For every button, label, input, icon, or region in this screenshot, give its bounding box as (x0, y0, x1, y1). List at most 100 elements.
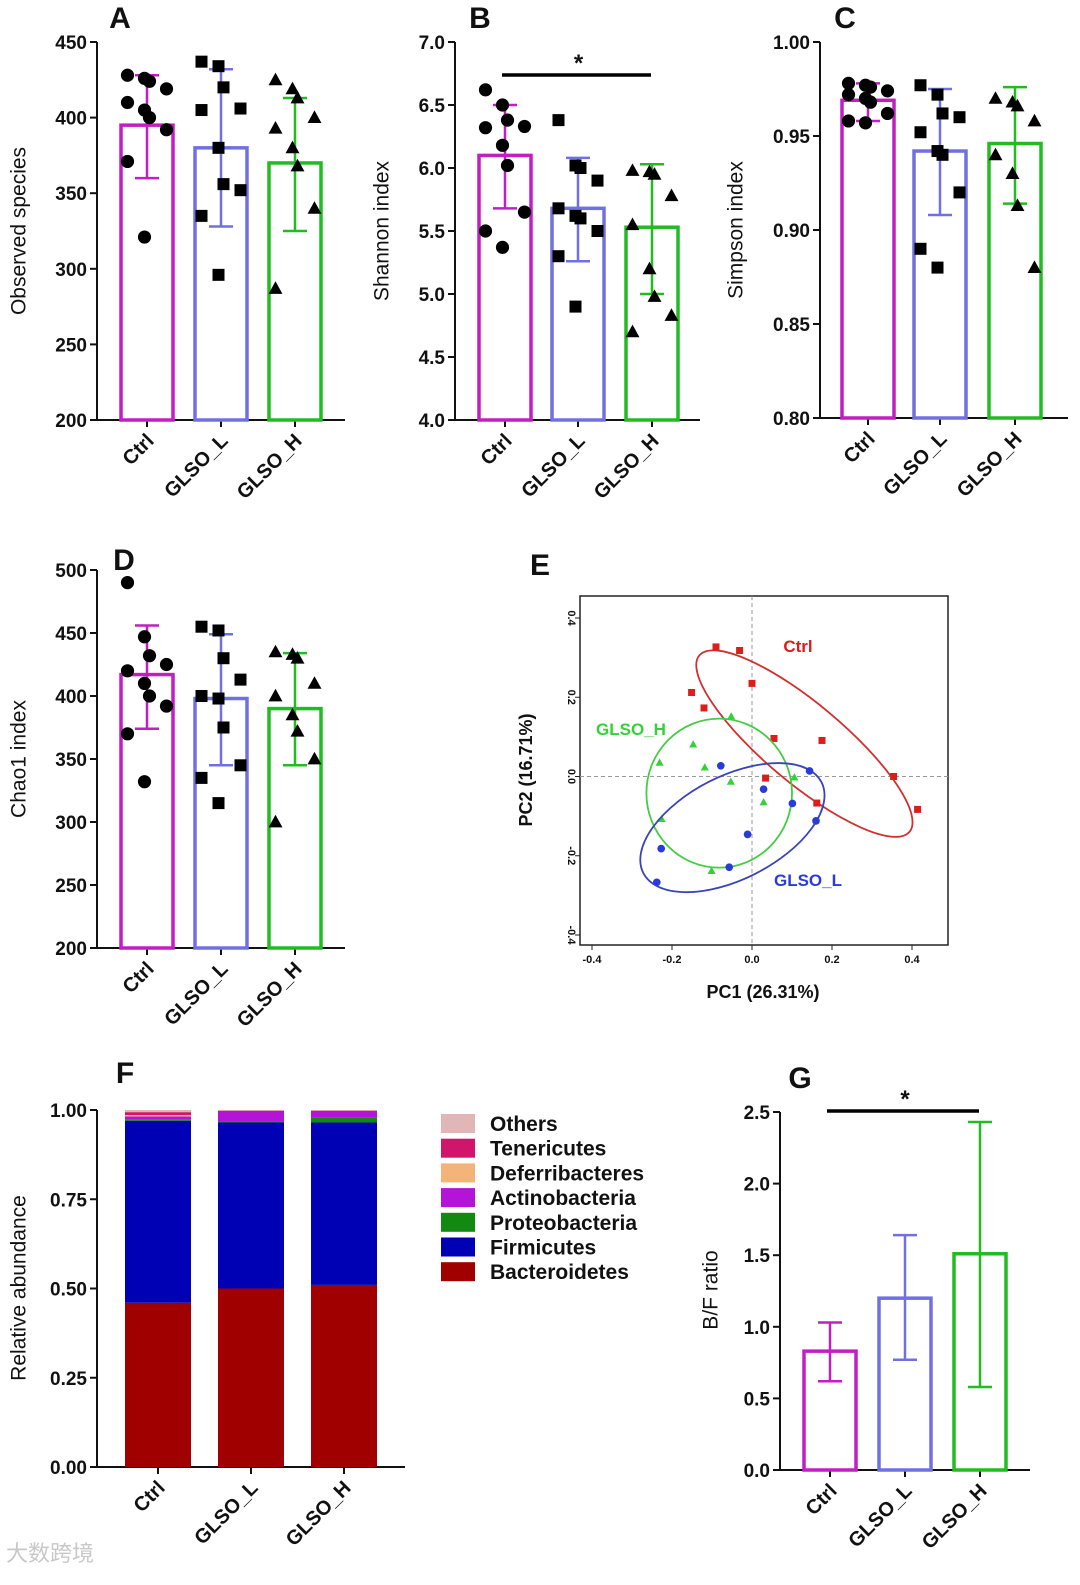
data-point (268, 281, 283, 294)
x-tick-label: GLSO_L (879, 428, 951, 500)
y-tick-label: 250 (55, 335, 87, 356)
data-point (664, 188, 679, 202)
legend-label: Bacteroidetes (490, 1261, 629, 1284)
data-point (931, 88, 944, 101)
data-point (655, 758, 664, 766)
data-point (1010, 198, 1025, 211)
data-point (841, 88, 856, 102)
y-tick-label: 0.95 (773, 127, 810, 148)
y-tick-label: 0.0 (744, 1461, 770, 1482)
data-point (268, 688, 283, 702)
y-axis-label: B/F ratio (700, 1250, 723, 1329)
data-point (517, 119, 532, 134)
data-point (212, 60, 225, 73)
stack-segment-firmicutes (218, 1122, 284, 1289)
data-point (688, 688, 696, 696)
data-point (120, 68, 135, 82)
data-point (159, 657, 174, 672)
data-point (142, 74, 157, 88)
x-tick-label: GLSO_L (844, 1480, 916, 1552)
data-point (500, 158, 515, 173)
y-tick-label: 200 (55, 939, 87, 960)
data-point (748, 679, 756, 687)
data-point (307, 110, 322, 123)
y-tick-label: 500 (55, 561, 87, 582)
data-point (936, 107, 949, 120)
y-tick-label: 0.75 (50, 1190, 87, 1211)
x-tick-label: GLSO_L (517, 430, 589, 502)
data-point (725, 863, 734, 872)
y-tick-label: 5.5 (419, 222, 446, 243)
data-point (712, 643, 720, 651)
data-point (285, 707, 300, 721)
stack-segment-proteobacteria (125, 1119, 191, 1121)
data-point (290, 158, 305, 172)
data-point (664, 308, 679, 321)
data-point (495, 138, 510, 152)
data-point (268, 644, 283, 658)
data-point (988, 147, 1003, 161)
data-point (212, 141, 225, 154)
y-tick-label: 350 (55, 750, 87, 771)
y-tick-label: 0.5 (744, 1389, 771, 1410)
data-point (478, 224, 493, 238)
data-point (552, 250, 565, 263)
data-point (689, 740, 698, 748)
y-axis-label: Relative abundance (8, 1195, 31, 1381)
data-point (212, 268, 225, 281)
data-point (591, 174, 604, 187)
y-tick-label: -0.2 (565, 846, 577, 865)
data-point (890, 773, 898, 780)
data-point (307, 201, 322, 214)
data-point (863, 95, 878, 109)
data-point (517, 205, 532, 219)
data-point (137, 676, 152, 691)
data-point (120, 95, 135, 110)
x-axis-label: PC1 (26.31%) (706, 982, 819, 1002)
data-point (142, 649, 157, 663)
stack-segment-tenericutes (125, 1112, 191, 1115)
x-tick-label: GLSO_H (918, 1480, 992, 1554)
data-point (195, 104, 208, 117)
panel-letter: E (530, 549, 550, 582)
data-point (726, 777, 735, 785)
data-point (268, 120, 283, 134)
x-tick-label: 0.4 (904, 954, 920, 966)
data-point (931, 261, 944, 274)
data-point (195, 55, 208, 68)
data-point (736, 646, 744, 654)
data-point (195, 209, 208, 222)
data-point (953, 186, 966, 199)
y-tick-label: 1.0 (744, 1318, 770, 1339)
y-tick-label: 1.00 (773, 33, 810, 54)
data-point (657, 814, 666, 823)
data-point (914, 79, 927, 92)
data-point (290, 724, 305, 737)
data-point (142, 689, 157, 703)
data-point (642, 261, 657, 275)
data-point (700, 704, 708, 712)
y-tick-label: 6.0 (419, 159, 445, 180)
data-point (217, 652, 230, 665)
data-point (268, 72, 283, 86)
x-tick-label: Ctrl (119, 958, 159, 998)
y-tick-label: 0.0 (565, 769, 577, 784)
data-point (657, 844, 666, 853)
group-label: Ctrl (783, 637, 812, 656)
data-point (307, 751, 322, 765)
data-point (217, 721, 230, 734)
panel-letter: G (788, 1062, 811, 1095)
data-point (569, 300, 582, 313)
x-tick-label: -0.2 (663, 954, 682, 966)
data-point (217, 81, 230, 94)
data-point (137, 775, 152, 789)
data-point (813, 799, 821, 807)
legend-swatch (441, 1262, 475, 1282)
data-point (159, 699, 174, 713)
data-point (812, 817, 820, 825)
data-point (953, 111, 966, 124)
legend-swatch (441, 1188, 475, 1208)
stack-segment-deferribacteres (125, 1114, 191, 1117)
